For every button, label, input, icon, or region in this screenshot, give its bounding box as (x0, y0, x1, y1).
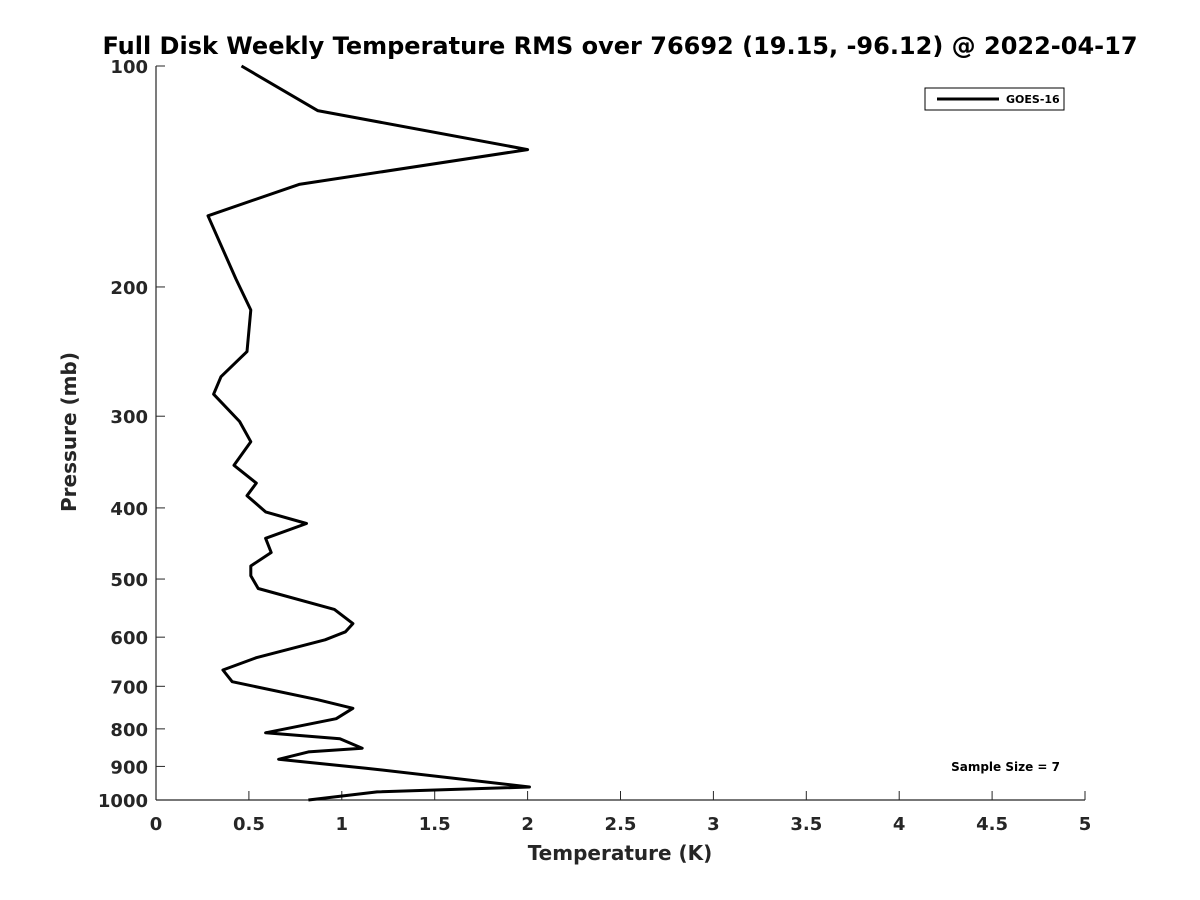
x-tick-label: 2.5 (605, 814, 637, 835)
x-tick-label: 3.5 (790, 814, 822, 835)
x-tick-label: 4 (893, 814, 906, 835)
x-tick-label: 1 (336, 814, 349, 835)
x-tick-label: 1.5 (419, 814, 451, 835)
legend: GOES-16 (924, 87, 1065, 111)
y-tick-label: 400 (110, 499, 148, 520)
x-tick-label: 0 (150, 814, 163, 835)
sample-size-annotation: Sample Size = 7 (951, 760, 1060, 774)
chart-title: Full Disk Weekly Temperature RMS over 76… (102, 32, 1137, 60)
y-tick-label: 200 (110, 278, 148, 299)
series-line-goes-16 (206, 64, 531, 802)
y-tick-label: 600 (110, 628, 148, 649)
x-axis-label: Temperature (K) (528, 841, 713, 865)
y-axis-label: Pressure (mb) (57, 352, 81, 512)
x-tick-label: 2 (521, 814, 534, 835)
y-tick-label: 900 (110, 757, 148, 778)
y-tick-label: 500 (110, 570, 148, 591)
x-tick-label: 4.5 (976, 814, 1008, 835)
y-tick-label: 1000 (98, 791, 148, 812)
x-tick-label: 0.5 (233, 814, 265, 835)
y-tick-label: 100 (110, 57, 148, 78)
y-tick-label: 700 (110, 677, 148, 698)
y-tick-label: 300 (110, 407, 148, 428)
legend-label-goes-16: GOES-16 (1006, 93, 1060, 106)
plot-area: 0 0.5 1 1.5 2 2.5 3 3.5 4 4.5 5 100 200 300 400 500 600 7… (98, 57, 1091, 835)
y-tick-label: 800 (110, 720, 148, 741)
x-tick-label: 5 (1079, 814, 1092, 835)
x-tick-label: 3 (707, 814, 720, 835)
